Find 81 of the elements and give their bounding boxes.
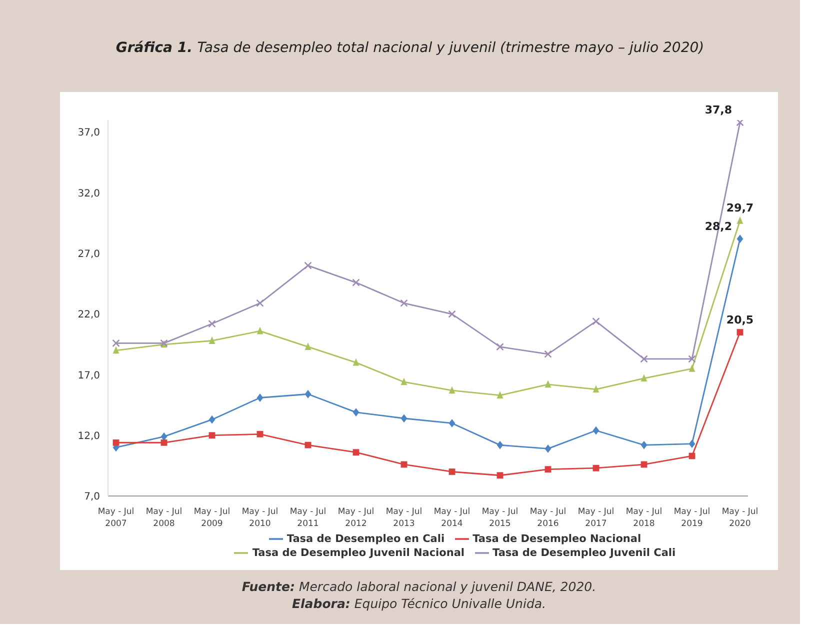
legend-label: Tasa de Desempleo Nacional	[472, 532, 642, 545]
point	[688, 355, 696, 363]
point	[640, 440, 648, 450]
point	[112, 339, 120, 348]
point	[304, 342, 312, 350]
x-tick-label: May - Jul 2017	[578, 507, 614, 529]
x-tick-label: May - Jul 2016	[530, 507, 566, 529]
point	[400, 378, 408, 386]
x-tick-label: May - Jul 2009	[194, 507, 230, 529]
data-label: 28,2	[704, 220, 732, 233]
point	[112, 439, 120, 446]
point	[736, 234, 744, 244]
legend-label: Tasa de Desempleo Juvenil Cali	[492, 546, 676, 559]
point	[304, 390, 312, 398]
point	[304, 262, 312, 270]
point	[592, 464, 600, 472]
x-tick-label: May - Jul 2015	[482, 507, 518, 529]
x-tick-label: May - Jul 2008	[146, 507, 182, 529]
data-label: 20,5	[726, 313, 754, 326]
text: Elabora: Equipo Técnico Univalle Unida.	[290, 595, 548, 612]
point	[304, 442, 312, 448]
y-tick-label: 7,0	[84, 492, 100, 503]
point	[352, 278, 360, 286]
y-tick-label: 27,0	[78, 248, 100, 260]
point	[400, 414, 408, 423]
data-label: 37,8	[704, 103, 732, 116]
x-tick-label: May - Jul 2007	[98, 507, 134, 529]
point	[496, 472, 504, 479]
point	[256, 326, 264, 334]
point	[256, 394, 264, 402]
point	[256, 299, 264, 307]
point	[352, 408, 360, 417]
point	[160, 439, 168, 446]
point	[544, 350, 552, 358]
y-tick-label: 17,0	[78, 370, 100, 382]
point	[688, 440, 696, 448]
point	[592, 317, 600, 326]
x-tick-label: May - Jul 2019	[674, 507, 710, 529]
point	[496, 391, 504, 399]
point	[208, 432, 216, 439]
point	[592, 426, 600, 435]
point	[256, 430, 264, 438]
point	[448, 468, 456, 475]
point	[448, 386, 456, 394]
point	[352, 358, 360, 366]
point	[496, 440, 504, 450]
y-tick-label: 32,0	[78, 188, 100, 200]
point	[352, 449, 360, 456]
legend-label: Tasa de Desempleo Juvenil Nacional	[252, 546, 465, 559]
point	[448, 419, 456, 428]
point	[544, 444, 552, 453]
chart-title: Gráfica 1. Tasa de desempleo total nacional y juvenil (trimestre mayo – julio 2020)	[114, 40, 706, 56]
x-tick-label: May - Jul 2012	[338, 507, 374, 529]
point	[736, 216, 744, 224]
x-tick-label: May - Jul 2011	[290, 507, 326, 529]
point	[640, 355, 648, 363]
x-tick-label: May - Jul 2020	[722, 507, 758, 529]
point	[496, 342, 504, 351]
x-tick-label: May - Jul 2013	[386, 507, 422, 529]
data-label: 29,7	[726, 202, 754, 215]
point	[448, 310, 456, 318]
point	[736, 120, 744, 126]
x-tick-label: May - Jul 2010	[242, 507, 278, 529]
point	[208, 320, 216, 328]
point	[208, 336, 216, 344]
y-tick-label: 37,0	[78, 128, 100, 139]
point	[400, 299, 408, 307]
point	[736, 329, 744, 336]
point	[592, 385, 600, 392]
x-tick-label: May - Jul 2018	[626, 507, 662, 529]
point	[544, 380, 552, 388]
point	[640, 374, 648, 382]
point	[688, 364, 696, 372]
y-tick-label: 12,0	[78, 430, 100, 442]
y-tick-label: 22,0	[78, 310, 100, 321]
point	[112, 346, 120, 354]
point	[208, 415, 216, 424]
source-note: Fuente: Mercado laboral nacional y juvenil DANE, 2020.	[240, 578, 598, 595]
legend-label: Tasa de Desempleo en Cali	[286, 532, 445, 545]
point	[544, 466, 552, 473]
x-tick-label: May - Jul 2014	[434, 507, 470, 529]
